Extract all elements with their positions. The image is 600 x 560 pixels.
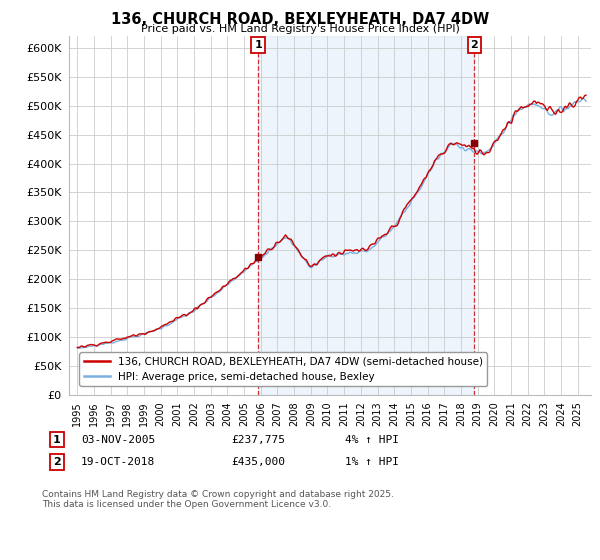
Text: 1: 1 [254, 40, 262, 50]
Text: £237,775: £237,775 [231, 435, 285, 445]
Legend: 136, CHURCH ROAD, BEXLEYHEATH, DA7 4DW (semi-detached house), HPI: Average price: 136, CHURCH ROAD, BEXLEYHEATH, DA7 4DW (… [79, 352, 487, 386]
Text: 2: 2 [53, 457, 61, 467]
Text: £435,000: £435,000 [231, 457, 285, 467]
Text: 2: 2 [470, 40, 478, 50]
Text: Price paid vs. HM Land Registry's House Price Index (HPI): Price paid vs. HM Land Registry's House … [140, 24, 460, 34]
Text: 1: 1 [53, 435, 61, 445]
Text: 136, CHURCH ROAD, BEXLEYHEATH, DA7 4DW: 136, CHURCH ROAD, BEXLEYHEATH, DA7 4DW [111, 12, 489, 27]
Bar [258, 36, 474, 395]
Text: 03-NOV-2005: 03-NOV-2005 [81, 435, 155, 445]
Text: Contains HM Land Registry data © Crown copyright and database right 2025.
This d: Contains HM Land Registry data © Crown c… [42, 490, 394, 510]
Text: 19-OCT-2018: 19-OCT-2018 [81, 457, 155, 467]
Text: 4% ↑ HPI: 4% ↑ HPI [345, 435, 399, 445]
Text: 1% ↑ HPI: 1% ↑ HPI [345, 457, 399, 467]
